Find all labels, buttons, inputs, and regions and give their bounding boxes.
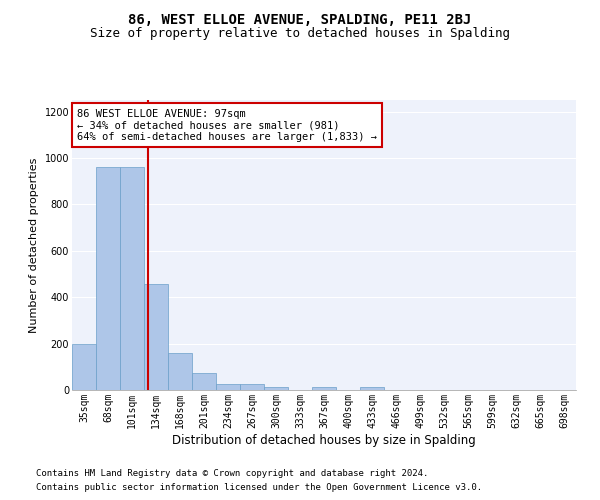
Bar xyxy=(96,168,120,390)
Bar xyxy=(216,384,240,390)
Text: 86, WEST ELLOE AVENUE, SPALDING, PE11 2BJ: 86, WEST ELLOE AVENUE, SPALDING, PE11 2B… xyxy=(128,12,472,26)
Bar xyxy=(120,168,144,390)
Bar xyxy=(168,353,192,390)
Bar xyxy=(192,372,216,390)
Bar xyxy=(240,384,264,390)
Text: 86 WEST ELLOE AVENUE: 97sqm
← 34% of detached houses are smaller (981)
64% of se: 86 WEST ELLOE AVENUE: 97sqm ← 34% of det… xyxy=(77,108,377,142)
Bar xyxy=(144,284,168,390)
Bar xyxy=(312,386,336,390)
Text: Contains HM Land Registry data © Crown copyright and database right 2024.: Contains HM Land Registry data © Crown c… xyxy=(36,468,428,477)
Text: Size of property relative to detached houses in Spalding: Size of property relative to detached ho… xyxy=(90,28,510,40)
Bar xyxy=(72,344,96,390)
Text: Contains public sector information licensed under the Open Government Licence v3: Contains public sector information licen… xyxy=(36,484,482,492)
Y-axis label: Number of detached properties: Number of detached properties xyxy=(29,158,39,332)
Bar xyxy=(360,386,384,390)
Bar xyxy=(264,386,288,390)
X-axis label: Distribution of detached houses by size in Spalding: Distribution of detached houses by size … xyxy=(172,434,476,446)
